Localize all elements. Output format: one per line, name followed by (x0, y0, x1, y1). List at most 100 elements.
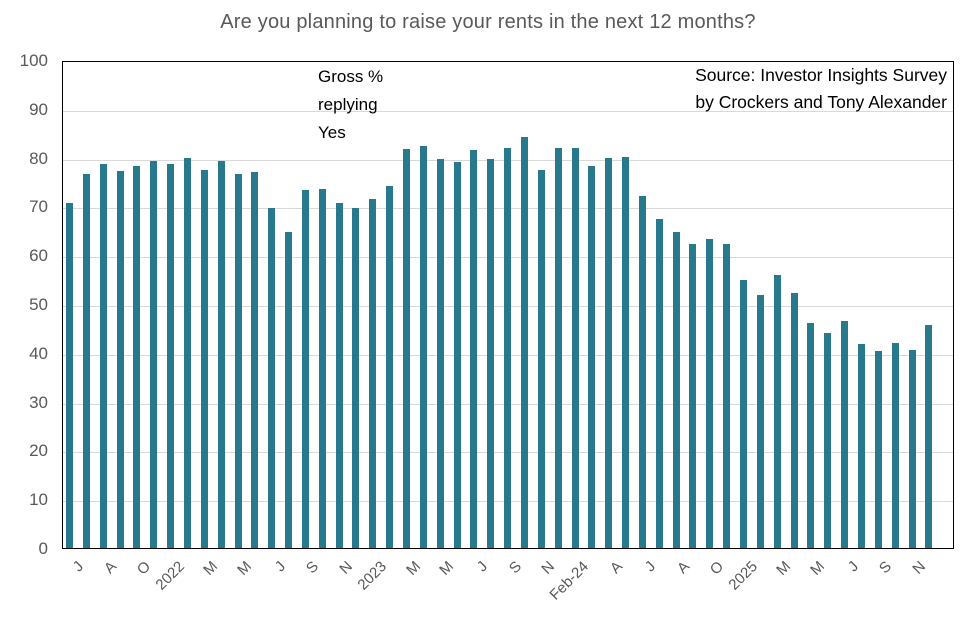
bar (756, 294, 764, 548)
x-tick-label: N (909, 558, 930, 578)
x-tick-label: M (200, 558, 222, 579)
bar (723, 243, 731, 548)
y-tick-label: 10 (29, 490, 48, 510)
annotation-line: Gross % (318, 67, 384, 86)
bar (403, 148, 410, 548)
bar (891, 342, 899, 548)
bar (537, 170, 545, 548)
bar (183, 158, 191, 548)
bar (571, 148, 579, 548)
bar (807, 322, 815, 548)
bar (874, 350, 882, 548)
bar (588, 166, 596, 548)
bar (200, 169, 208, 548)
y-tick-label: 20 (29, 441, 48, 461)
y-tick-label: 60 (29, 246, 48, 266)
series-annotation: Gross % replying Yes (318, 63, 383, 147)
bar (386, 186, 394, 548)
bar (66, 202, 73, 548)
x-tick-label: S (303, 558, 323, 578)
x-tick-label: 2025 (724, 558, 761, 594)
x-tick-label: N (538, 558, 559, 578)
chart-title: Are you planning to raise your rents in … (220, 11, 756, 33)
y-tick-label: 90 (29, 99, 48, 119)
y-tick-label: 70 (29, 197, 48, 217)
bar (520, 136, 528, 548)
bar (419, 145, 427, 548)
x-tick-label: 2023 (354, 558, 390, 594)
x-tick-label: J (844, 558, 862, 576)
x-axis-labels: J A O 2022 M M J S N 2023 M M J S N Feb-24 A J A O 2025 M M J S N (62, 556, 954, 636)
bar (706, 239, 714, 548)
bar (740, 279, 747, 548)
bar (369, 198, 377, 548)
x-tick-label: J (271, 558, 289, 576)
gridline (63, 110, 953, 112)
source-line: Source: Investor Insights Survey (695, 65, 947, 85)
bar (655, 218, 663, 548)
bar (689, 243, 697, 548)
bar (453, 161, 461, 548)
source-attribution: Source: Investor Insights Survey by Croc… (695, 62, 947, 116)
bar (116, 170, 124, 548)
x-tick-label: J (473, 558, 491, 576)
x-tick-label: S (876, 558, 896, 578)
bar (672, 232, 680, 548)
y-tick-label: 100 (19, 51, 48, 70)
x-tick-label: O (133, 558, 154, 579)
bar (301, 190, 309, 548)
y-tick-label: 50 (29, 295, 48, 314)
bar (773, 275, 781, 548)
x-tick-label: S (505, 558, 525, 578)
bar (285, 231, 293, 548)
bar (335, 202, 343, 548)
bar (318, 188, 326, 548)
x-tick-label: M (807, 558, 828, 579)
bar (790, 292, 798, 548)
bar (504, 148, 512, 548)
annotation-line: Yes (318, 123, 346, 142)
x-tick-label: A (674, 558, 694, 578)
plot-area (62, 61, 954, 549)
x-tick-label: J (642, 558, 660, 576)
bar (622, 157, 630, 548)
x-tick-label: N (336, 558, 357, 578)
y-axis-labels: 0 10 20 30 40 50 60 70 80 90 100 (0, 0, 48, 637)
bar (925, 324, 933, 548)
bar (99, 163, 107, 548)
y-tick-label: 30 (29, 392, 48, 412)
bar (150, 160, 158, 548)
y-tick-label: 80 (29, 148, 48, 168)
bar (908, 349, 916, 548)
bar (133, 166, 141, 548)
bar (554, 148, 562, 548)
bar (436, 158, 444, 548)
x-tick-label: A (606, 558, 626, 578)
bar (251, 171, 259, 548)
bar (487, 158, 495, 548)
x-tick-label: J (69, 558, 87, 576)
source-line: by Crockers and Tony Alexander (695, 92, 947, 112)
x-tick-label: M (234, 558, 256, 579)
annotation-line: replying (318, 95, 378, 114)
bar (605, 157, 613, 548)
bar (824, 333, 832, 548)
x-tick-label: M (402, 558, 424, 579)
bar (268, 207, 276, 548)
bar (470, 149, 478, 548)
x-tick-label: A (101, 558, 121, 578)
bar (234, 173, 242, 548)
bar (841, 320, 849, 548)
bar (352, 208, 360, 548)
x-tick-label: O (706, 558, 727, 579)
x-tick-label: 2022 (151, 558, 188, 594)
y-tick-label: 40 (29, 343, 48, 363)
bar (82, 173, 90, 548)
bar (857, 344, 865, 548)
x-tick-label: M (436, 558, 458, 579)
bar (217, 161, 225, 548)
x-tick-label: M (773, 558, 795, 579)
bar (638, 196, 646, 548)
y-tick-label: 0 (38, 539, 48, 558)
